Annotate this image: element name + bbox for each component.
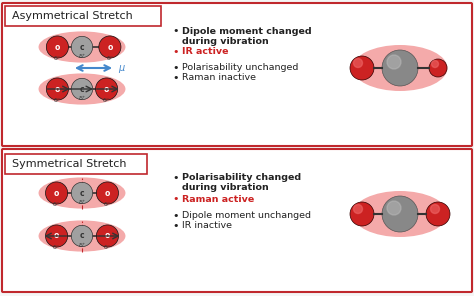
Ellipse shape [72,225,92,247]
Ellipse shape [353,191,447,237]
Ellipse shape [46,182,68,204]
Text: μ: μ [118,63,124,73]
FancyBboxPatch shape [2,149,472,292]
Text: c: c [80,43,84,52]
Ellipse shape [96,182,118,204]
Ellipse shape [354,205,363,213]
Text: •: • [172,173,179,183]
Text: Dipole moment unchanged: Dipole moment unchanged [182,212,311,221]
Ellipse shape [38,31,126,62]
Text: δ⁺: δ⁺ [78,96,86,101]
Text: δ⁻: δ⁻ [54,56,61,61]
Ellipse shape [38,221,126,252]
FancyBboxPatch shape [5,6,161,26]
Text: δ⁻: δ⁻ [53,202,60,207]
Ellipse shape [350,56,374,80]
Ellipse shape [72,36,92,58]
Text: Symmetrical Stretch: Symmetrical Stretch [12,159,127,169]
Ellipse shape [46,36,68,58]
Text: δ⁺: δ⁺ [78,200,86,205]
Ellipse shape [99,36,121,58]
Ellipse shape [354,59,363,67]
Text: o: o [55,43,60,52]
FancyBboxPatch shape [2,3,472,146]
Text: o: o [107,43,112,52]
Text: during vibration: during vibration [182,184,269,192]
Ellipse shape [382,50,418,86]
Ellipse shape [46,78,68,100]
Text: •: • [172,194,179,204]
Text: δ⁻: δ⁻ [53,245,60,250]
Text: •: • [172,47,179,57]
Text: Dipole moment changed: Dipole moment changed [182,27,311,36]
Ellipse shape [38,73,126,104]
Text: o: o [54,189,59,197]
Text: δ⁻: δ⁻ [106,56,113,61]
Text: Asymmetrical Stretch: Asymmetrical Stretch [12,11,133,21]
Ellipse shape [426,202,450,226]
Text: Polarisability changed: Polarisability changed [182,173,301,183]
Ellipse shape [38,177,126,209]
Ellipse shape [350,202,374,226]
Ellipse shape [382,196,418,232]
Text: c: c [80,231,84,240]
Text: Raman inactive: Raman inactive [182,73,256,83]
Ellipse shape [72,78,92,100]
Text: IR inactive: IR inactive [182,221,232,231]
Ellipse shape [96,78,118,100]
Text: o: o [105,189,110,197]
Ellipse shape [387,55,401,69]
Ellipse shape [72,182,92,204]
Text: δ⁻: δ⁻ [104,202,111,207]
Text: o: o [54,231,59,240]
Ellipse shape [46,225,68,247]
Text: δ⁺: δ⁺ [78,243,86,248]
Ellipse shape [429,59,447,77]
Text: Raman active: Raman active [182,194,254,204]
Text: c: c [80,189,84,197]
FancyBboxPatch shape [5,154,147,174]
Text: δ⁻: δ⁻ [103,98,110,103]
Ellipse shape [353,45,447,91]
Text: δ⁻: δ⁻ [54,98,61,103]
Text: o: o [104,84,109,94]
Text: o: o [105,231,110,240]
Text: c: c [80,84,84,94]
Text: •: • [172,63,179,73]
Text: •: • [172,26,179,36]
Text: •: • [172,221,179,231]
Ellipse shape [96,225,118,247]
Text: δ⁺: δ⁺ [78,54,86,59]
Ellipse shape [431,60,438,67]
Ellipse shape [387,201,401,215]
Text: Polarisability unchanged: Polarisability unchanged [182,64,298,73]
Text: during vibration: during vibration [182,36,269,46]
Ellipse shape [430,205,439,213]
Text: •: • [172,211,179,221]
Text: δ⁻: δ⁻ [104,245,111,250]
Text: o: o [55,84,60,94]
Text: •: • [172,73,179,83]
Text: IR active: IR active [182,47,228,57]
